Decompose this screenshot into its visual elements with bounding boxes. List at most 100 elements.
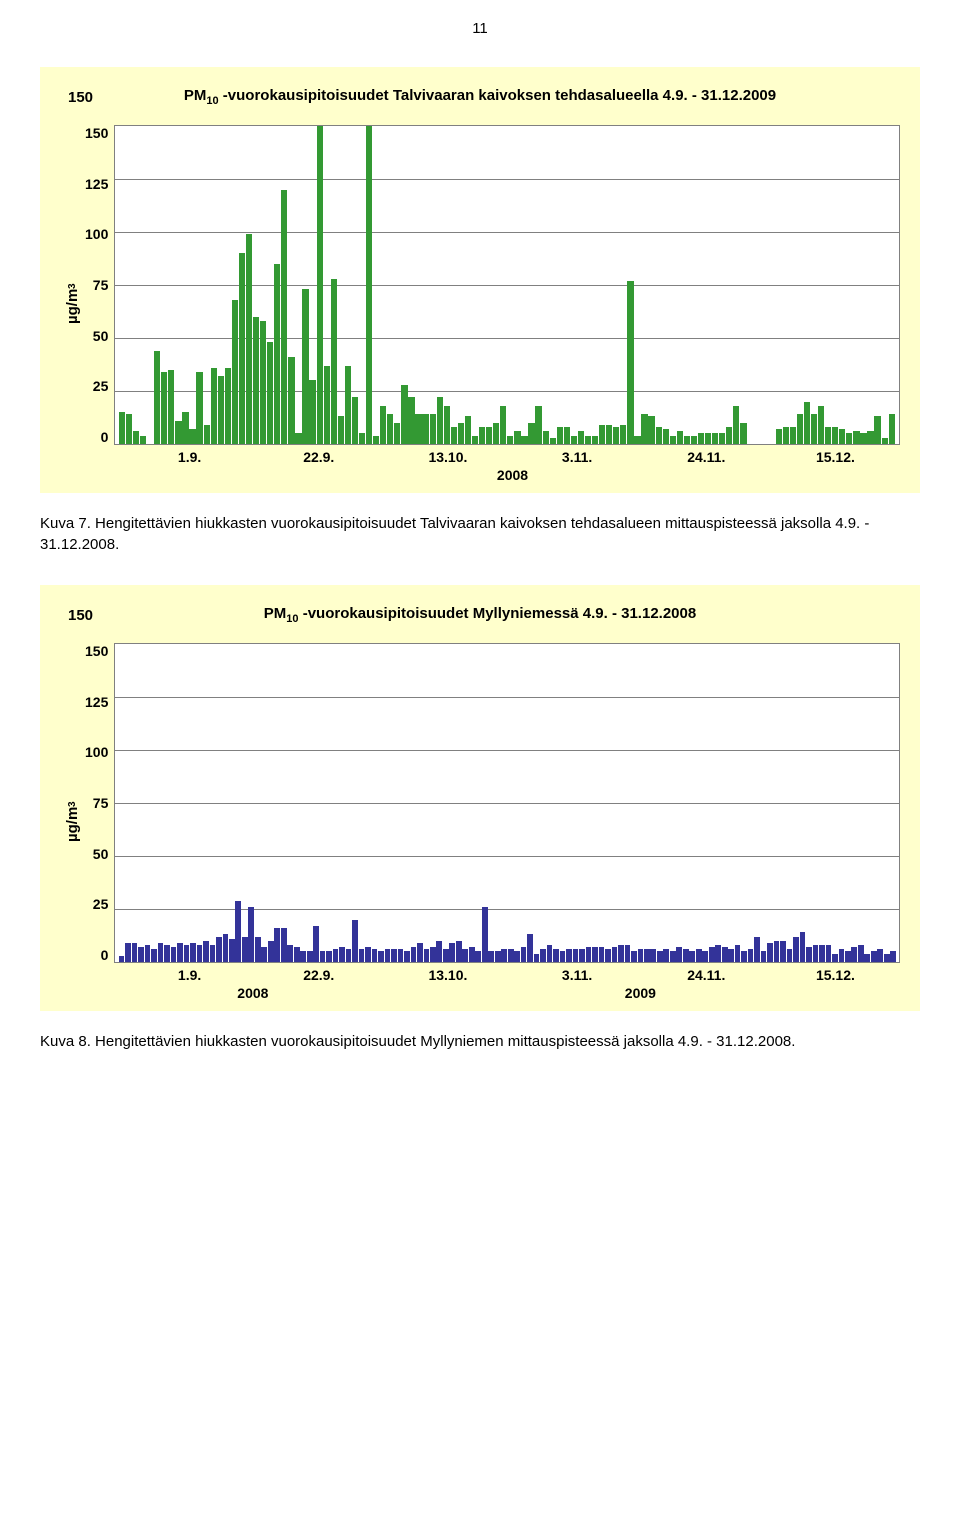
bar (748, 949, 754, 962)
bar (806, 947, 812, 962)
chart1-xticks: 1.9.22.9.13.10.3.11.24.11.15.12. (125, 445, 900, 465)
bar (430, 947, 436, 962)
chart2-year-row: 20082009 (125, 983, 900, 1001)
chart1-panel: PM10 -vuorokausipitoisuudet Talvivaaran … (40, 67, 920, 493)
y-tick-label: 0 (101, 947, 109, 963)
bar (288, 357, 294, 444)
bar (620, 425, 626, 444)
bar (599, 947, 605, 962)
bar (295, 433, 301, 444)
bar (702, 951, 708, 962)
bar (168, 370, 174, 444)
bar (851, 947, 857, 962)
year-label: 2009 (381, 985, 900, 1001)
bar (813, 945, 819, 962)
caption1: Kuva 7. Hengitettävien hiukkasten vuorok… (40, 513, 920, 555)
bar (151, 949, 157, 962)
year-label: 2008 (125, 467, 900, 483)
bar (415, 414, 421, 444)
bar (479, 427, 485, 444)
bar (380, 406, 386, 444)
bar (832, 954, 838, 962)
bar (274, 264, 280, 444)
bar (540, 949, 546, 962)
bar (294, 947, 300, 962)
caption2: Kuva 8. Hengitettävien hiukkasten vuorok… (40, 1031, 920, 1052)
bar (845, 951, 851, 962)
y-tick-label: 0 (101, 429, 109, 445)
bar (585, 436, 591, 444)
bar (398, 949, 404, 962)
bar (197, 945, 203, 962)
bar (267, 342, 273, 444)
chart1-title-pre: PM (184, 87, 207, 104)
bar (472, 436, 478, 444)
bar (339, 947, 345, 962)
bar (287, 945, 293, 962)
chart1-title-sub: 10 (206, 95, 218, 107)
chart2-xticks: 1.9.22.9.13.10.3.11.24.11.15.12. (125, 963, 900, 983)
bar (475, 951, 481, 962)
bar (613, 427, 619, 444)
bar (709, 947, 715, 962)
chart1-plotrow: 1501251007550250 (85, 125, 900, 445)
bar (860, 433, 866, 444)
bar (543, 431, 549, 444)
bar (712, 433, 718, 444)
x-tick-label: 15.12. (771, 967, 900, 983)
chart2-plotcol: 1501251007550250 1.9.22.9.13.10.3.11.24.… (85, 643, 900, 1001)
x-tick-label: 24.11. (642, 449, 771, 465)
chart1-year-row: 2008 (125, 465, 900, 483)
x-tick-label: 1.9. (125, 449, 254, 465)
bar (317, 126, 323, 444)
bar (190, 943, 196, 962)
bars-container (115, 126, 899, 444)
y-tick-label: 150 (85, 125, 108, 141)
bar (790, 427, 796, 444)
bar (884, 954, 890, 962)
bar (458, 423, 464, 444)
bar (521, 947, 527, 962)
chart1-ylabel: µg/m3 (60, 125, 85, 483)
x-tick-label: 22.9. (254, 449, 383, 465)
bar (320, 951, 326, 962)
chart2-title: PM10 -vuorokausipitoisuudet Myllyniemess… (60, 605, 900, 625)
chart2-title-post: -vuorokausipitoisuudet Myllyniemessä 4.9… (299, 605, 697, 622)
bar (864, 954, 870, 962)
bar (307, 951, 313, 962)
bar (691, 436, 697, 444)
bar (797, 414, 803, 444)
bar (373, 436, 379, 444)
bar (871, 951, 877, 962)
y-tick-label: 75 (93, 795, 109, 811)
bar (456, 941, 462, 962)
bar (232, 300, 238, 444)
bar (404, 951, 410, 962)
bar (248, 907, 254, 962)
bar (573, 949, 579, 962)
bar (733, 406, 739, 444)
bar (210, 945, 216, 962)
bar (218, 376, 224, 444)
x-tick-label: 3.11. (513, 967, 642, 983)
bar (268, 941, 274, 962)
bar (698, 433, 704, 444)
chart2-plot (114, 643, 900, 963)
x-tick-label: 24.11. (642, 967, 771, 983)
bar (138, 947, 144, 962)
y-tick-label: 25 (93, 896, 109, 912)
bar (125, 943, 131, 962)
bar (825, 427, 831, 444)
bar (261, 947, 267, 962)
bar (676, 947, 682, 962)
bar (644, 949, 650, 962)
bar (566, 949, 572, 962)
chart1-plotcol: 1501251007550250 1.9.22.9.13.10.3.11.24.… (85, 125, 900, 483)
bar (754, 937, 760, 962)
y-tick-label: 125 (85, 176, 108, 192)
bar (443, 949, 449, 962)
y-tick-label: 100 (85, 226, 108, 242)
bar (592, 436, 598, 444)
chart2-title-pre: PM (264, 605, 287, 622)
bar (444, 406, 450, 444)
